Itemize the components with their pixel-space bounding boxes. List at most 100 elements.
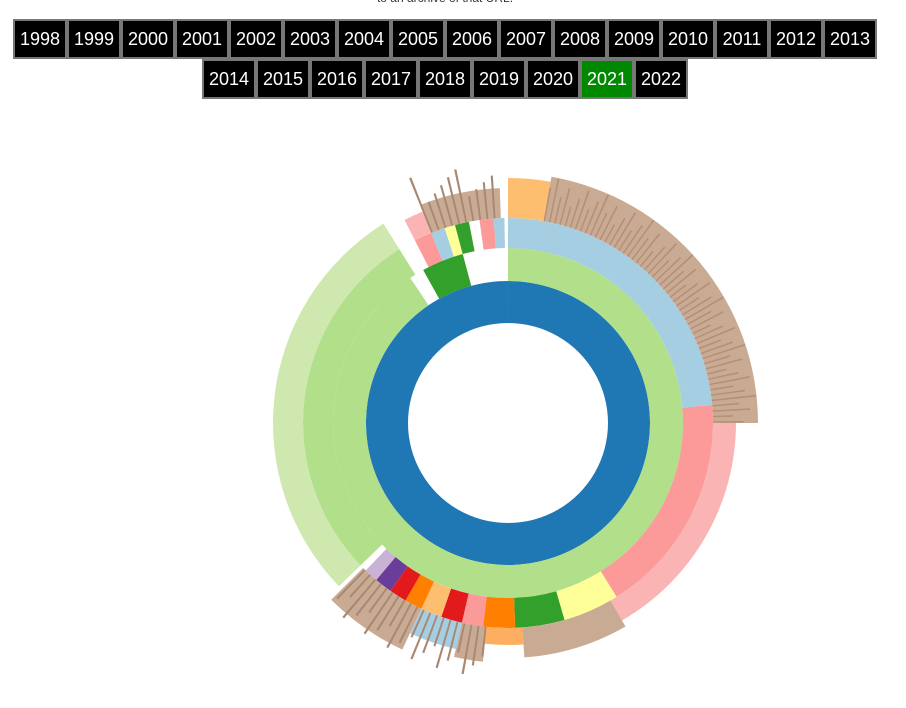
hairline (422, 615, 438, 654)
year-button[interactable]: 1998 (13, 19, 67, 59)
year-button[interactable]: 2009 (607, 19, 661, 59)
hairline (342, 578, 377, 619)
year-button[interactable]: 2017 (364, 59, 418, 99)
hairline (712, 420, 744, 423)
hairline (700, 341, 734, 355)
ring-segment (508, 218, 713, 408)
year-button[interactable]: 2012 (769, 19, 823, 59)
ring-segment (483, 596, 516, 629)
hairline (579, 208, 590, 232)
hairline (712, 415, 733, 418)
ring-segment (273, 223, 400, 587)
year-button[interactable]: 2011 (715, 19, 769, 59)
ring-segment (610, 423, 736, 621)
ring-segment (493, 218, 505, 249)
hairline (710, 385, 734, 391)
hairline (584, 201, 600, 234)
year-button[interactable]: 2007 (499, 19, 553, 59)
hairline (672, 282, 699, 303)
hairline (569, 198, 581, 228)
hairline (355, 583, 382, 617)
ring-segment (444, 224, 463, 257)
hairline (594, 212, 608, 238)
hairline (655, 256, 682, 282)
hairline (481, 626, 487, 657)
year-button[interactable]: 2004 (337, 19, 391, 59)
year-button[interactable]: 2016 (310, 59, 364, 99)
hairline (564, 206, 572, 227)
hairline (608, 218, 626, 246)
hairline (376, 595, 400, 631)
hairline (698, 339, 722, 350)
year-button[interactable]: 2003 (283, 19, 337, 59)
ring-segment (365, 281, 650, 566)
ring-segment (484, 626, 524, 645)
hairline (368, 587, 388, 614)
ring-segment (376, 557, 408, 591)
hairline (622, 224, 644, 254)
hairline (454, 169, 468, 223)
year-button[interactable]: 2002 (229, 19, 283, 59)
year-row: 2014 2015 2016 2017 2018 2019 2020 2021 2022 (0, 59, 890, 99)
ring-segment (423, 253, 472, 299)
year-button[interactable]: 2005 (391, 19, 445, 59)
hairline (559, 188, 571, 225)
hairline (599, 205, 618, 241)
hairline (709, 376, 750, 386)
year-button[interactable]: 1999 (67, 19, 121, 59)
hairline (457, 623, 466, 653)
year-button[interactable]: 2010 (661, 19, 715, 59)
ring-segment (543, 176, 758, 423)
year-button[interactable]: 2000 (121, 19, 175, 59)
ring-segment (508, 178, 551, 222)
ring-segment (404, 211, 432, 241)
year-button[interactable]: 2013 (823, 19, 877, 59)
hairline (471, 625, 480, 666)
hairline (704, 355, 731, 365)
hairline (635, 233, 661, 264)
hairline (543, 187, 552, 222)
hairline (643, 246, 666, 271)
hairline (336, 569, 366, 600)
hairline (446, 176, 461, 225)
ring-segment (409, 608, 462, 650)
hairline (446, 621, 459, 661)
hairline (398, 606, 419, 644)
hairline (349, 574, 371, 598)
hairline (482, 182, 489, 220)
year-button[interactable]: 2015 (256, 59, 310, 99)
ring-segment (556, 571, 617, 621)
hairline (388, 599, 406, 627)
hairline (711, 389, 745, 396)
year-button[interactable]: 2006 (445, 19, 499, 59)
year-button[interactable]: 2014 (202, 59, 256, 99)
year-button[interactable]: 2019 (472, 59, 526, 99)
ring-segment (461, 593, 487, 627)
hairline (386, 603, 412, 649)
year-button[interactable]: 2018 (418, 59, 472, 99)
ring-segment (405, 574, 435, 609)
year-button[interactable]: 2021 (580, 59, 634, 99)
note: to an archive of that URL. (0, 0, 890, 5)
ring-segment (479, 218, 496, 250)
year-row: 1998 1999 2000 2001 2002 2003 2004 2005 2006 2007… (0, 19, 890, 59)
hairline (433, 617, 445, 647)
hairline (589, 194, 610, 236)
year-button[interactable]: 2001 (175, 19, 229, 59)
ring-segment (600, 405, 713, 597)
ring-segment (514, 591, 565, 628)
year-button[interactable]: 2022 (634, 59, 688, 99)
hairline (696, 326, 736, 345)
hairline (687, 310, 712, 325)
hairline (631, 237, 649, 261)
hairline (427, 201, 440, 231)
ring-segment (431, 228, 454, 261)
hairline (675, 281, 711, 307)
ring-segment (421, 581, 452, 617)
ring-segment (441, 588, 469, 623)
hairline (475, 189, 482, 220)
year-button[interactable]: 2020 (526, 59, 580, 99)
year-button[interactable]: 2008 (553, 19, 607, 59)
